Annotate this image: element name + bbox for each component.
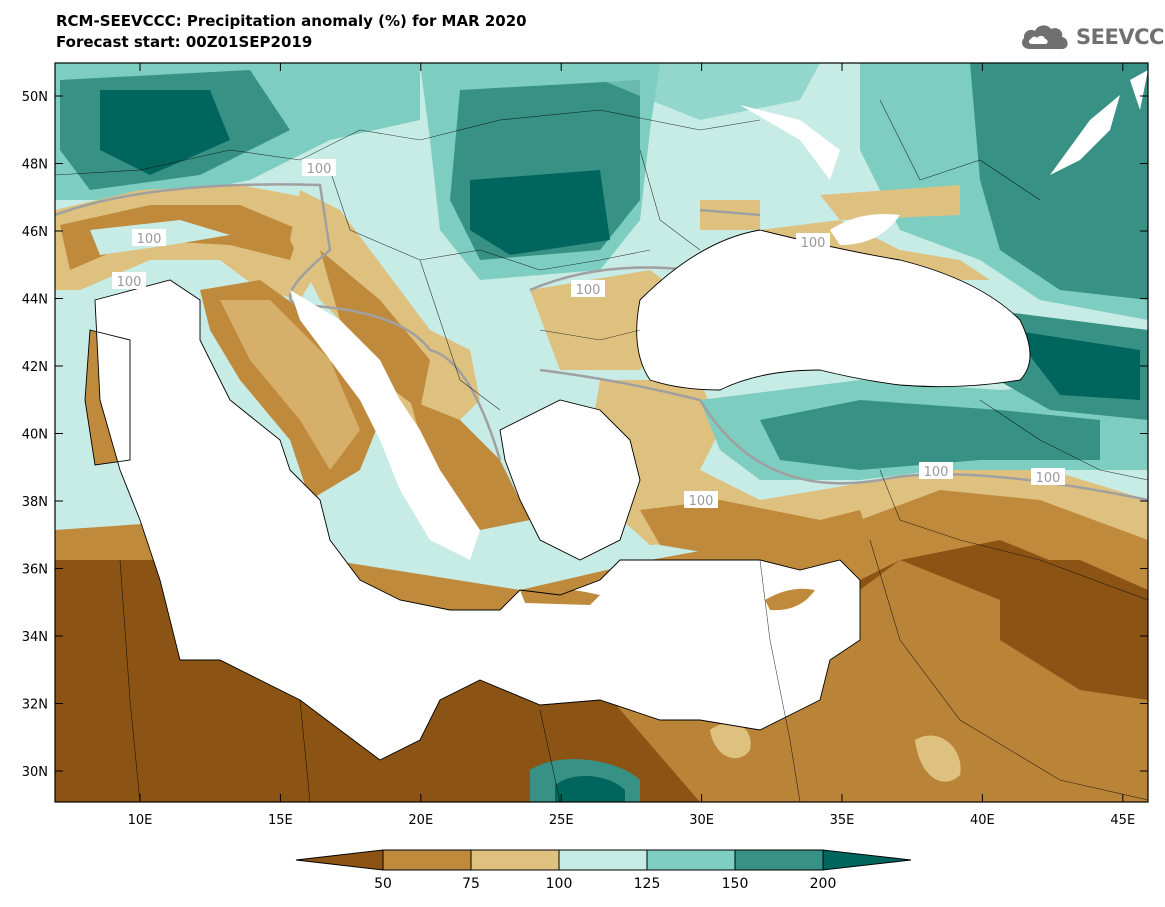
colorbar-swatch — [295, 849, 384, 871]
lat-label: 38N — [22, 495, 48, 510]
logo-text: SEEVCCC — [1076, 25, 1165, 49]
lat-label: 44N — [22, 293, 48, 308]
colorbar-label: 125 — [634, 876, 661, 892]
lat-label: 30N — [22, 765, 48, 780]
colorbar-swatch — [646, 849, 736, 871]
colorbar-swatch — [382, 849, 472, 871]
colorbar-swatch — [734, 849, 824, 871]
forecast-start: Forecast start: 00Z01SEP2019 — [56, 33, 313, 51]
longitude-axis: 10E 15E 20E 25E 30E 35E 40E 45E — [128, 63, 1135, 828]
contour-label: 100 — [307, 162, 332, 177]
map-title: RCM-SEEVCCC: Precipitation anomaly (%) f… — [56, 12, 527, 30]
map-frame — [54, 62, 1149, 803]
contour-label: 100 — [137, 232, 162, 247]
lat-label: 46N — [22, 225, 48, 240]
lon-label: 10E — [128, 813, 153, 828]
colorbar: 50 75 100 125 150 200 — [295, 849, 912, 892]
latitude-axis: 50N 48N 46N 44N 42N 40N 38N 36N 34N 32N 30N — [22, 90, 1148, 780]
colorbar-swatch — [558, 849, 648, 871]
colorbar-label: 50 — [374, 876, 392, 892]
colorbar-label: 100 — [546, 876, 573, 892]
colorbar-swatch — [470, 849, 560, 871]
contour-label: 100 — [924, 465, 949, 480]
lat-label: 50N — [22, 90, 48, 105]
colorbar-label: 150 — [722, 876, 749, 892]
colorbar-label: 200 — [810, 876, 837, 892]
lat-label: 34N — [22, 630, 48, 645]
lat-label: 32N — [22, 698, 48, 713]
seevccc-logo: SEEVCCC — [1018, 20, 1165, 54]
lat-label: 40N — [22, 428, 48, 443]
contour-label: 100 — [576, 283, 601, 298]
lon-label: 35E — [830, 813, 855, 828]
contour-labels: 100 100 100 100 100 100 100 100 — [112, 159, 1065, 509]
contour-label: 100 — [801, 236, 826, 251]
lon-label: 15E — [268, 813, 293, 828]
cloud-icon — [1022, 25, 1068, 49]
lon-label: 45E — [1110, 813, 1135, 828]
lon-label: 40E — [970, 813, 995, 828]
lon-label: 30E — [689, 813, 714, 828]
map-area — [55, 63, 1148, 802]
contour-label: 100 — [1036, 471, 1061, 486]
lat-label: 36N — [22, 563, 48, 578]
colorbar-swatch — [822, 849, 912, 871]
lon-label: 20E — [408, 813, 433, 828]
contour-label: 100 — [117, 275, 142, 290]
colorbar-label: 75 — [462, 876, 480, 892]
lon-label: 25E — [549, 813, 574, 828]
lat-label: 48N — [22, 158, 48, 173]
contour-label: 100 — [689, 494, 714, 509]
lat-label: 42N — [22, 360, 48, 375]
